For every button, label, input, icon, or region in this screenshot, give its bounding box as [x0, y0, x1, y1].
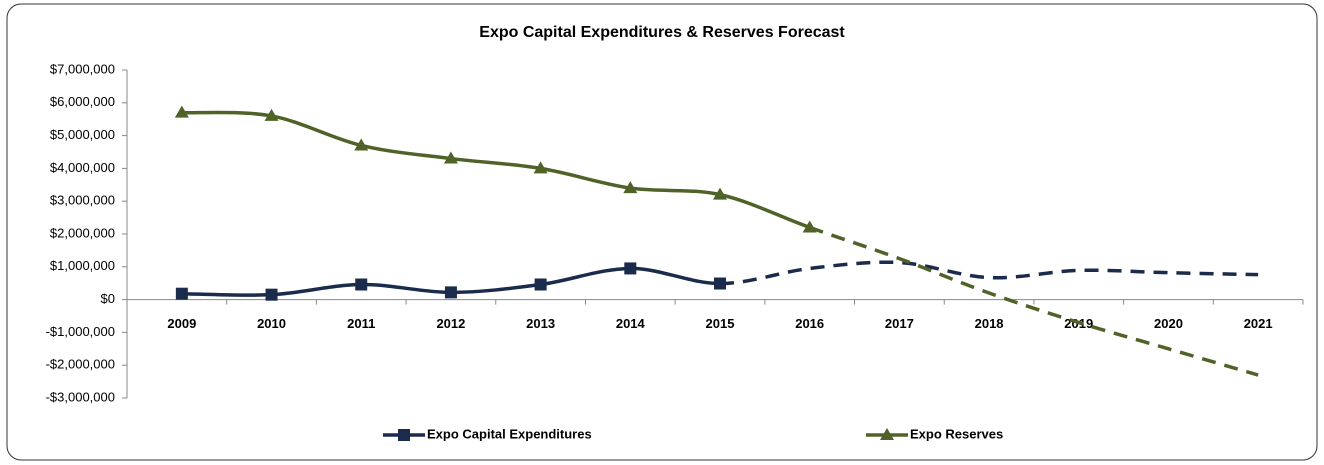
- marker: [714, 277, 726, 290]
- marker: [174, 105, 189, 118]
- x-tick-label: 2009: [167, 316, 196, 331]
- x-tick-label: 2017: [885, 316, 914, 331]
- marker: [264, 108, 279, 121]
- marker: [444, 286, 457, 299]
- y-tick-label: $7,000,000: [50, 61, 115, 76]
- marker: [713, 187, 727, 200]
- chart-title: Expo Capital Expenditures & Reserves For…: [479, 24, 845, 41]
- legend-label: Expo Capital Expenditures: [427, 426, 592, 441]
- series-line-forecast: [809, 225, 1259, 377]
- x-tick-label: 2021: [1244, 316, 1273, 331]
- marker: [880, 428, 894, 440]
- y-tick-label: $1,000,000: [50, 258, 115, 273]
- marker: [443, 151, 458, 164]
- x-tick-label: 2020: [1154, 316, 1183, 331]
- x-tick-label: 2010: [257, 316, 286, 331]
- marker: [534, 278, 547, 291]
- x-tick-label: 2015: [706, 316, 735, 331]
- marker: [624, 262, 637, 275]
- x-tick-label: 2012: [436, 316, 465, 331]
- y-tick-label: -$2,000,000: [46, 357, 115, 372]
- series-line: [181, 110, 811, 230]
- legend-label: Expo Reserves: [910, 426, 1003, 441]
- chart-border: [6, 3, 1318, 461]
- y-tick-label: $3,000,000: [50, 193, 115, 208]
- x-tick-label: 2018: [975, 316, 1004, 331]
- x-tick-label: 2013: [526, 316, 555, 331]
- marker: [355, 278, 368, 291]
- y-tick-label: $2,000,000: [50, 225, 115, 240]
- marker: [265, 288, 278, 301]
- marker: [623, 181, 638, 194]
- x-tick-label: 2011: [347, 316, 375, 331]
- marker: [533, 161, 548, 174]
- y-tick-label: $5,000,000: [50, 127, 115, 142]
- marker: [175, 287, 188, 300]
- y-tick-label: $6,000,000: [50, 94, 115, 109]
- x-tick-label: 2014: [616, 316, 646, 331]
- marker: [398, 429, 410, 441]
- y-tick-label: -$1,000,000: [46, 324, 115, 339]
- y-tick-label: $0: [101, 291, 115, 306]
- marker: [802, 220, 817, 233]
- y-tick-label: $4,000,000: [50, 160, 115, 175]
- marker: [354, 138, 369, 151]
- x-tick-label: 2016: [795, 316, 824, 331]
- y-tick-label: -$3,000,000: [46, 389, 115, 404]
